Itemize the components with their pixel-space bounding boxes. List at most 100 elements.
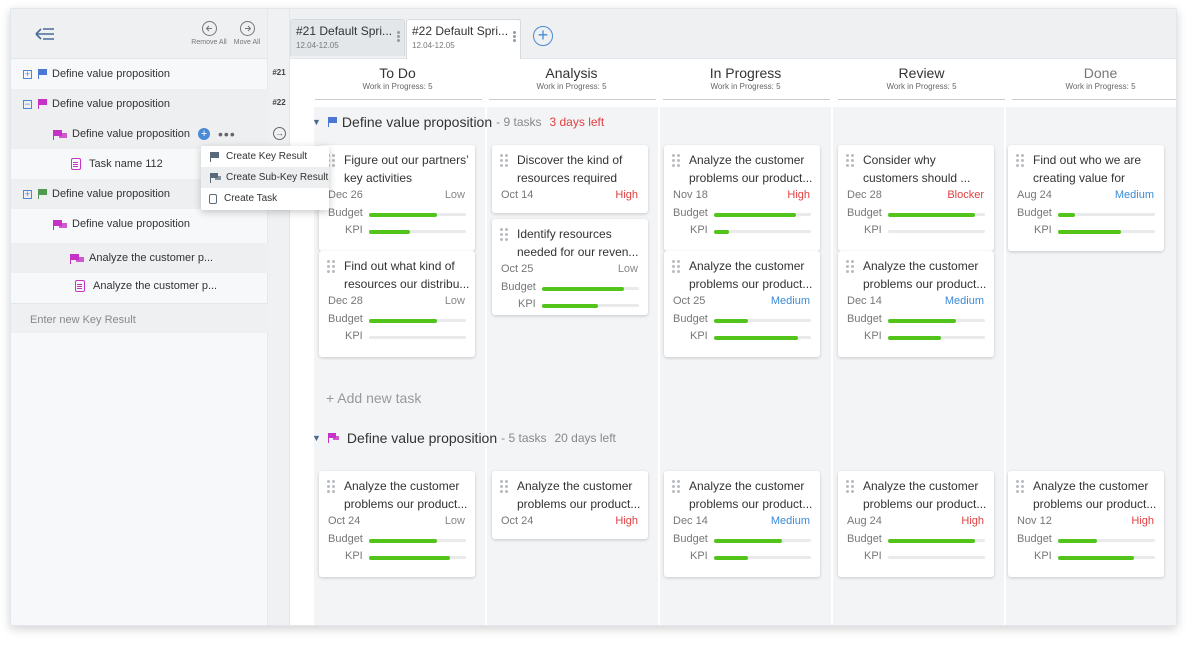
column-header: Done Work in Progress: 5 — [1015, 65, 1176, 91]
tree-item-sub-key-result[interactable]: Analyze the customer p... — [11, 243, 268, 273]
task-count: - 9 tasks — [496, 115, 542, 129]
task-card[interactable]: Analyze the customer problems our produc… — [664, 251, 820, 357]
drag-handle-icon[interactable] — [672, 260, 680, 273]
sub-flag-icon — [52, 218, 68, 230]
tree-item-label: Analyze the customer p... — [89, 252, 214, 264]
drag-handle-icon[interactable] — [500, 154, 508, 167]
task-meta: Oct 14 High — [501, 189, 638, 201]
create-key-result-item[interactable]: Create Key Result — [201, 146, 329, 167]
collapse-icon[interactable]: − — [23, 98, 32, 109]
drag-handle-icon[interactable] — [1016, 154, 1024, 167]
budget-progress-fill — [714, 538, 782, 543]
task-card[interactable]: Consider why customers should ... Dec 28 B… — [838, 145, 994, 251]
create-sub-key-result-item[interactable]: Create Sub-Key Result — [201, 167, 329, 188]
task-card[interactable]: Analyze the customer problems our produc… — [1008, 471, 1164, 577]
tree-item-task[interactable]: Analyze the customer p... — [11, 271, 268, 301]
move-all-button[interactable]: Move All — [227, 21, 267, 46]
priority-label: High — [615, 189, 638, 201]
kpi-metric: KPI — [1017, 224, 1155, 238]
create-task-item[interactable]: Create Task — [201, 188, 329, 209]
task-card[interactable]: Find out what kind of resources our dist… — [319, 251, 475, 357]
drag-handle-icon[interactable] — [327, 260, 335, 273]
task-card[interactable]: Identify resources needed for our reven.… — [492, 219, 648, 315]
collapse-panel-icon[interactable] — [35, 26, 57, 42]
budget-progress-bar — [714, 212, 811, 217]
tab-menu-icon[interactable] — [397, 31, 400, 43]
days-left: 3 days left — [549, 115, 605, 129]
drag-handle-icon[interactable] — [846, 260, 854, 273]
kpi-label: KPI — [345, 330, 363, 342]
budget-progress-bar — [888, 538, 985, 543]
kpi-progress-fill — [888, 335, 942, 340]
add-task-button[interactable]: + Add new task — [326, 390, 422, 406]
task-title: Analyze the customer problems our produc… — [689, 479, 813, 511]
task-card[interactable]: Analyze the customer problems our produc… — [319, 471, 475, 577]
task-card[interactable]: Analyze the customer problems our produc… — [838, 251, 994, 357]
task-icon — [209, 193, 217, 204]
task-meta: Oct 25 Low — [501, 263, 638, 275]
task-card[interactable]: Analyze the customer problems our produc… — [492, 471, 648, 539]
menu-item-label: Create Key Result — [226, 151, 308, 162]
expand-icon[interactable]: + — [23, 68, 32, 79]
drag-handle-icon[interactable] — [672, 480, 680, 493]
column-divider — [315, 99, 482, 100]
kanban-board: To Do Work in Progress: 5 Analysis Work … — [290, 59, 1176, 625]
remove-all-label: Remove All — [191, 39, 227, 46]
priority-label: High — [615, 515, 638, 527]
tree-item-sub-key-result[interactable]: Define value proposition + ••• — [11, 119, 268, 149]
remove-all-button[interactable]: Remove All — [189, 21, 229, 46]
drag-handle-icon[interactable] — [672, 154, 680, 167]
new-key-result-input[interactable]: Enter new Key Result — [11, 303, 268, 333]
task-title: Find out who we are creating value for — [1033, 153, 1142, 185]
drag-handle-icon[interactable] — [500, 480, 508, 493]
drag-handle-icon[interactable] — [327, 480, 335, 493]
swimlane-header[interactable]: ▼ Define value proposition - 5 tasks 20 … — [312, 430, 616, 446]
chevron-down-icon[interactable]: ▼ — [312, 433, 321, 443]
tab-sprint-22[interactable]: #22 Default Spri... 12.04-12.05 — [406, 19, 521, 59]
tab-menu-icon[interactable] — [513, 31, 516, 43]
add-item-icon[interactable]: + — [198, 128, 211, 140]
kpi-progress-bar — [1058, 229, 1155, 234]
budget-progress-bar — [1058, 212, 1155, 217]
task-meta: Oct 24 Low — [328, 515, 465, 527]
tree-item-key-result[interactable]: + Define value proposition — [11, 59, 268, 89]
budget-progress-bar — [888, 318, 985, 323]
add-sprint-icon[interactable]: + — [533, 26, 553, 46]
drag-handle-icon[interactable] — [1016, 480, 1024, 493]
task-title: Discover the kind of resources required — [517, 153, 623, 185]
move-to-sprint-icon[interactable]: → — [273, 127, 286, 140]
kpi-progress-bar — [888, 335, 985, 340]
budget-metric: Budget — [847, 207, 985, 221]
drag-handle-icon[interactable] — [846, 480, 854, 493]
priority-label: High — [1131, 515, 1154, 527]
priority-label: Medium — [944, 295, 984, 307]
due-date: Oct 24 — [328, 515, 361, 527]
chevron-down-icon[interactable]: ▼ — [312, 117, 321, 127]
budget-progress-bar — [369, 318, 466, 323]
tree-item-task[interactable]: Task name 112 — [11, 149, 268, 179]
kpi-progress-bar — [888, 230, 985, 233]
task-card[interactable]: Analyze the customer problems our produc… — [838, 471, 994, 577]
expand-icon[interactable]: + — [23, 188, 32, 199]
swimlane-header[interactable]: ▼ Define value proposition - 9 tasks 3 d… — [312, 114, 604, 130]
task-card[interactable]: Figure out our partners’ key activities D… — [319, 145, 475, 251]
due-date: Aug 24 — [1017, 189, 1052, 201]
tab-sprint-21[interactable]: #21 Default Spri... 12.04-12.05 — [290, 19, 405, 56]
task-card[interactable]: Discover the kind of resources required O… — [492, 145, 648, 213]
priority-label: Low — [617, 263, 638, 275]
task-card[interactable]: Analyze the customer problems our produc… — [664, 471, 820, 577]
kpi-progress-fill — [1058, 555, 1134, 560]
tree-item-sub-key-result[interactable]: Define value proposition — [11, 209, 268, 239]
drag-handle-icon[interactable] — [846, 154, 854, 167]
more-options-icon[interactable]: ••• — [218, 126, 236, 142]
tree-item-key-result[interactable]: − Define value proposition — [11, 89, 268, 119]
budget-label: Budget — [1017, 207, 1052, 219]
drag-handle-icon[interactable] — [500, 228, 508, 241]
task-card[interactable]: Analyze the customer problems our produc… — [664, 145, 820, 251]
task-card[interactable]: Find out who we are creating value for Au… — [1008, 145, 1164, 251]
kpi-label: KPI — [690, 224, 708, 236]
budget-progress-fill — [888, 212, 976, 217]
column-divider — [489, 99, 656, 100]
tree-item-label: Analyze the customer p... — [93, 280, 218, 292]
days-left: 20 days left — [554, 431, 616, 445]
